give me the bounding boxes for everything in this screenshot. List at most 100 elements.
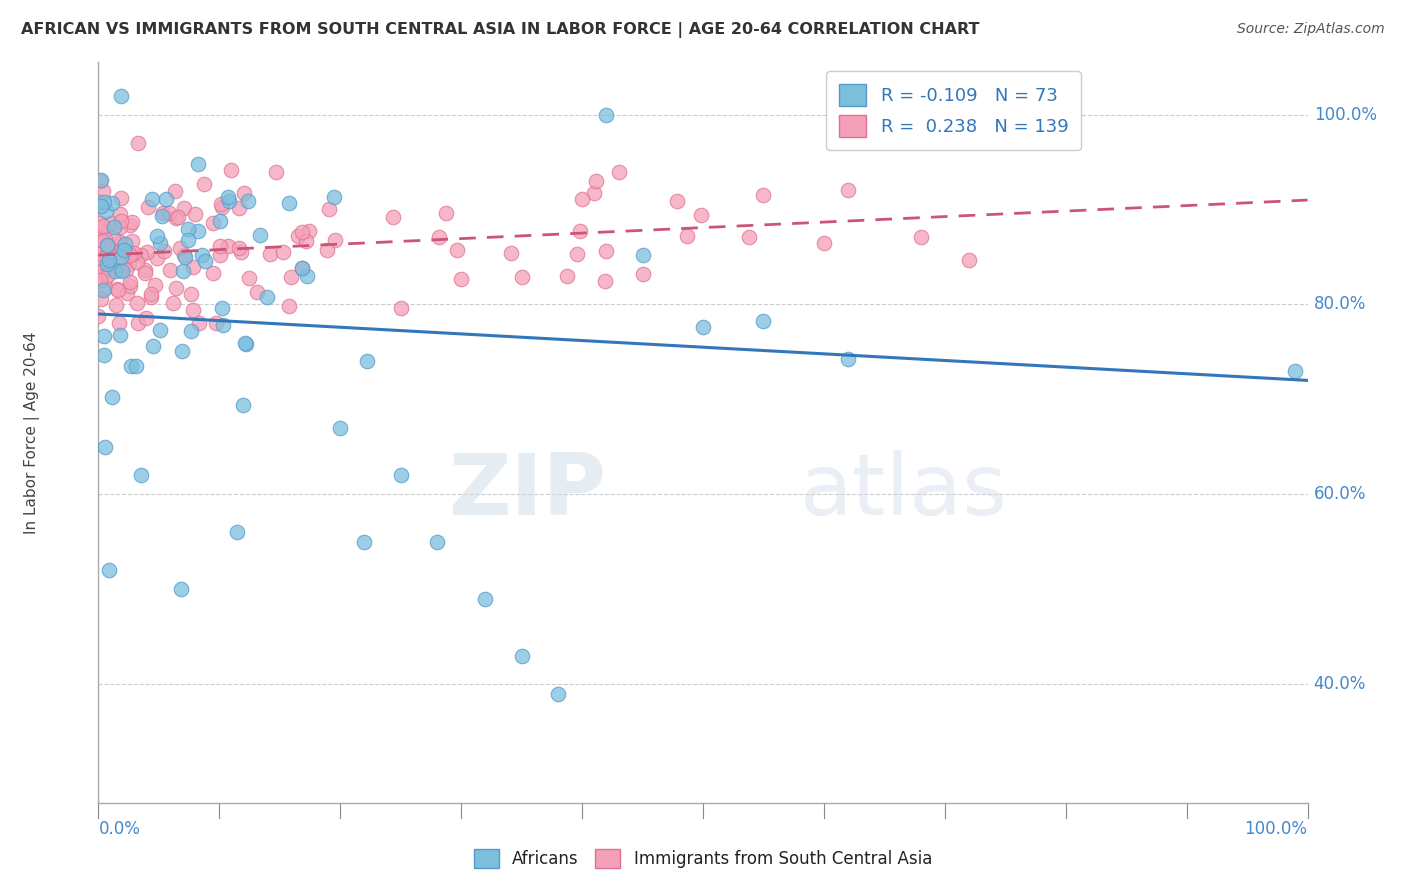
Point (957, 253, 980, 268)
Point (291, 261, 314, 276)
Point (107, 317, 129, 331)
Point (170, 582, 193, 597)
Point (193, 254, 215, 268)
Point (582, 186, 605, 200)
Point (89, 174, 111, 188)
Point (752, 314, 775, 328)
Point (121, 234, 143, 248)
Text: 100.0%: 100.0% (1244, 820, 1308, 838)
Point (205, 317, 228, 331)
Point (235, 336, 257, 351)
Point (259, 247, 281, 261)
Point (290, 226, 312, 240)
Point (108, 207, 131, 221)
Point (150, 209, 173, 223)
Point (105, 298, 128, 312)
Point (173, 201, 195, 215)
Point (94, 281, 117, 295)
Point (135, 311, 157, 326)
Point (738, 229, 761, 244)
Point (426, 534, 449, 549)
Point (813, 235, 835, 250)
Point (98, 563, 121, 577)
Point (191, 247, 214, 261)
Point (353, 534, 375, 549)
Point (631, 267, 654, 281)
Point (96, 256, 118, 270)
Point (93, 194, 115, 209)
Point (316, 244, 339, 258)
Point (104, 264, 127, 278)
Point (91, 261, 114, 276)
Point (110, 250, 132, 264)
Point (87, 310, 110, 324)
Point (172, 264, 194, 278)
Point (167, 210, 190, 224)
Point (129, 248, 152, 262)
Point (183, 207, 205, 221)
Point (211, 200, 233, 214)
Text: 60.0%: 60.0% (1313, 485, 1367, 503)
Point (209, 239, 232, 253)
Point (170, 343, 193, 358)
Point (389, 468, 412, 483)
Point (208, 214, 231, 228)
Point (97, 268, 120, 282)
Point (181, 303, 204, 318)
Text: atlas: atlas (800, 450, 1008, 533)
Point (134, 263, 156, 277)
Point (94, 232, 117, 246)
Point (117, 245, 139, 260)
Point (93, 347, 115, 361)
Point (752, 188, 775, 202)
Point (155, 192, 177, 206)
Point (91, 283, 114, 297)
Point (177, 221, 200, 235)
Point (145, 229, 167, 244)
Point (565, 246, 588, 260)
Point (217, 239, 239, 253)
Point (323, 233, 346, 247)
Point (121, 215, 143, 229)
Point (231, 245, 253, 260)
Point (510, 269, 533, 284)
Text: 0.0%: 0.0% (98, 820, 141, 838)
Text: In Labor Force | Age 20-64: In Labor Force | Age 20-64 (24, 332, 39, 533)
Point (118, 257, 141, 271)
Point (209, 197, 232, 211)
Point (180, 324, 202, 338)
Point (595, 108, 617, 122)
Point (585, 173, 607, 187)
Point (125, 255, 148, 269)
Point (98, 252, 121, 267)
Point (91, 184, 114, 198)
Text: ZIP: ZIP (449, 450, 606, 533)
Text: 100.0%: 100.0% (1313, 105, 1376, 124)
Point (318, 202, 340, 216)
Point (87, 269, 110, 284)
Point (256, 290, 278, 304)
Point (212, 318, 235, 332)
Point (547, 687, 569, 701)
Point (141, 287, 163, 301)
Point (1284, 364, 1306, 378)
Point (607, 165, 630, 179)
Point (89, 246, 111, 260)
Point (837, 352, 859, 367)
Point (187, 157, 209, 171)
Point (555, 268, 578, 283)
Point (169, 241, 191, 255)
Point (165, 211, 187, 225)
Point (108, 328, 131, 343)
Point (278, 299, 301, 313)
Point (202, 266, 225, 280)
Point (177, 233, 200, 247)
Point (134, 266, 156, 280)
Point (103, 253, 125, 268)
Point (193, 177, 215, 191)
Text: 40.0%: 40.0% (1313, 675, 1367, 693)
Point (89, 222, 111, 236)
Point (100, 216, 122, 230)
Point (238, 194, 260, 208)
Point (127, 136, 149, 150)
